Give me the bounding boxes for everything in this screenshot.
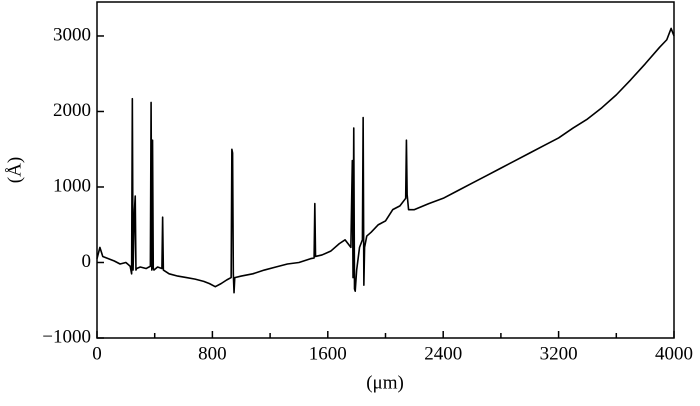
y-tick-label: 1000 xyxy=(53,175,91,196)
y-tick-label: −1000 xyxy=(42,326,91,347)
x-axis-label: (μm) xyxy=(366,372,404,393)
x-tick-label: 0 xyxy=(92,343,102,364)
x-tick-label: 4000 xyxy=(655,343,693,364)
x-tick-label: 800 xyxy=(198,343,227,364)
y-tick-label: 3000 xyxy=(53,24,91,45)
plot-frame xyxy=(96,1,675,339)
x-tick-label: 3200 xyxy=(540,343,578,364)
x-tick-label: 1600 xyxy=(309,343,347,364)
x-tick-label: 2400 xyxy=(424,343,462,364)
data-line xyxy=(96,27,675,294)
y-tick-label: 2000 xyxy=(53,100,91,121)
y-axis-label: (Å) xyxy=(4,157,25,183)
y-tick-label: 0 xyxy=(82,251,92,272)
